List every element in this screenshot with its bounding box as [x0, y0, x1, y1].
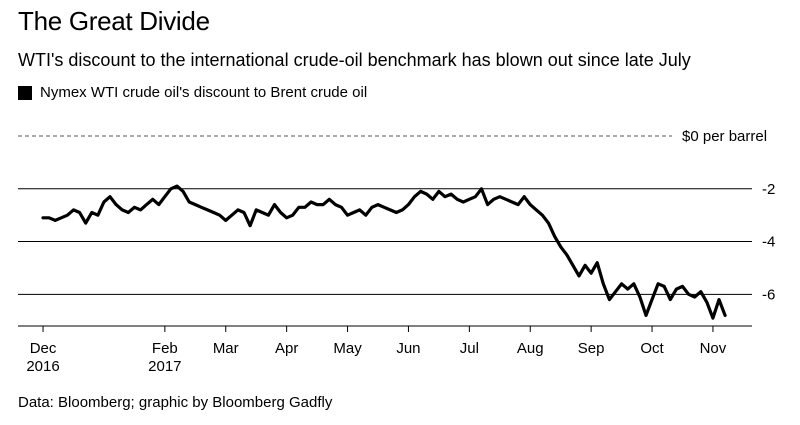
x-tick-label: Nov [700, 340, 727, 357]
legend: Nymex WTI crude oil's discount to Brent … [18, 84, 367, 101]
x-tick-year-label: 2016 [26, 358, 59, 375]
y-tick-label: -2 [762, 181, 775, 198]
x-tick-label: Jul [460, 340, 479, 357]
x-tick-label: Jun [396, 340, 420, 357]
legend-swatch [18, 85, 32, 100]
y-tick-label: $0 per barrel [682, 128, 767, 145]
series-line-wti-discount [41, 184, 727, 320]
source-note: Data: Bloomberg; graphic by Bloomberg Ga… [18, 394, 333, 411]
legend-label: Nymex WTI crude oil's discount to Brent … [40, 84, 368, 101]
x-tick-label: Dec [30, 340, 57, 357]
x-tick-label: Apr [275, 340, 298, 357]
chart-title: The Great Divide [18, 6, 210, 36]
x-tick-label: Feb [152, 340, 178, 357]
x-tick-label: Oct [640, 340, 664, 357]
chart-subtitle: WTI's discount to the international crud… [18, 50, 691, 70]
x-tick-label: Mar [213, 340, 239, 357]
x-tick-year-label: 2017 [148, 358, 181, 375]
y-tick-label: -4 [762, 234, 775, 251]
x-tick-label: Sep [578, 340, 605, 357]
x-tick-label: Aug [517, 340, 544, 357]
y-tick-label: -6 [762, 286, 775, 303]
x-tick-label: May [333, 340, 362, 357]
